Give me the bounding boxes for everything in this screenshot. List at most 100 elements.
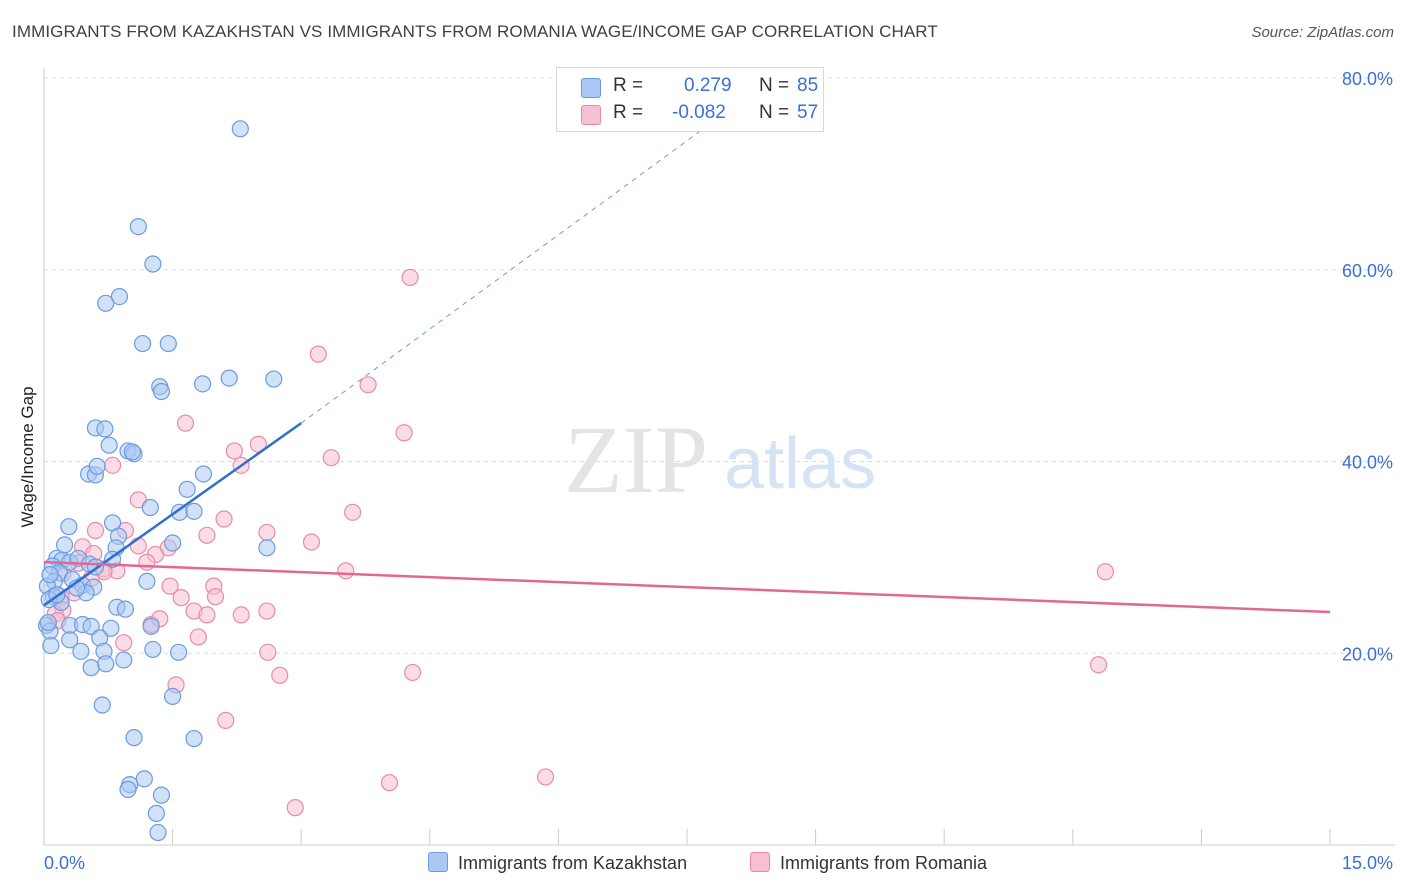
romania-point — [271, 666, 289, 684]
legend-item-romania: Immigrants from Romania — [750, 852, 987, 874]
kazakhstan-point — [164, 687, 182, 705]
romania-point — [138, 553, 156, 571]
kazakhstan-point — [115, 651, 133, 669]
kazakhstan-point — [185, 729, 203, 748]
romania-point — [206, 588, 225, 606]
kazakhstan-point — [41, 566, 59, 584]
kazakhstan-point — [135, 770, 153, 788]
kazakhstan-point — [93, 696, 111, 714]
watermark-atlas: atlas — [724, 424, 876, 504]
kazakhstan-point — [144, 640, 162, 659]
legend-r-label: R = — [613, 75, 644, 96]
romania-point — [198, 606, 216, 624]
kazakhstan-point — [194, 465, 213, 483]
kazakhstan-point — [152, 382, 171, 401]
y-axis-label: Wage/Income Gap — [18, 386, 37, 528]
kazakhstan-point — [125, 729, 143, 747]
kazakhstan-point — [88, 457, 106, 475]
kazakhstan-point — [123, 443, 141, 461]
legend-n-value: 57 — [797, 102, 819, 123]
romania-trend-line — [43, 560, 1331, 614]
kazakhstan-point — [100, 436, 118, 454]
romania-point — [129, 537, 147, 555]
kazakhstan-point — [220, 369, 238, 387]
axes — [43, 68, 1395, 846]
kazakhstan-point — [142, 617, 160, 636]
kazakhstan-point — [119, 780, 137, 798]
y-tick-label: 20.0% — [1342, 644, 1393, 664]
romania-point — [1089, 656, 1108, 674]
kazakhstan-point — [97, 294, 115, 312]
legend-item-kazakhstan: Immigrants from Kazakhstan — [428, 852, 687, 874]
kazakhstan-point — [116, 600, 135, 618]
kazakhstan-point — [72, 642, 90, 660]
x-tick-label: 15.0% — [1342, 853, 1393, 873]
romania-point — [258, 523, 276, 542]
kazakhstan-point — [144, 255, 162, 273]
kazakhstan-point — [42, 636, 60, 655]
series-romania-points — [46, 268, 1114, 817]
romania-point — [309, 345, 327, 363]
source-credit: Source: ZipAtlas.com — [1251, 24, 1394, 41]
kazakhstan-point — [170, 643, 188, 661]
legend-r-label: R = — [613, 102, 644, 123]
kazakhstan-point — [159, 334, 177, 353]
romania-point — [232, 606, 250, 624]
legend-swatch-blue — [581, 78, 601, 98]
trend-lines — [43, 77, 1331, 614]
kazakhstan-point — [258, 539, 276, 557]
romania-point — [198, 526, 216, 544]
romania-point — [286, 799, 304, 817]
legend-item-label: Immigrants from Kazakhstan — [458, 853, 688, 873]
romania-point — [217, 711, 235, 729]
kazakhstan-point — [129, 218, 147, 236]
kazakhstan-trend-line — [43, 422, 302, 607]
chart-title: IMMIGRANTS FROM KAZAKHSTAN VS IMMIGRANTS… — [12, 22, 938, 41]
kazakhstan-point — [61, 631, 79, 649]
kazakhstan-trend-extension — [300, 77, 774, 424]
watermark-zip: ZIP — [564, 406, 708, 513]
kazakhstan-point — [82, 659, 100, 677]
romania-point — [115, 634, 133, 652]
kazakhstan-point — [178, 480, 196, 498]
romania-point — [103, 456, 122, 474]
y-tick-label: 80.0% — [1342, 69, 1393, 89]
series-kazakhstan-points — [37, 120, 283, 842]
legend-n-label: N = — [759, 102, 790, 123]
kazakhstan-point — [97, 655, 115, 673]
romania-point — [225, 442, 243, 460]
kazakhstan-point — [265, 370, 283, 388]
kazakhstan-point — [110, 287, 129, 306]
legend-swatch-blue — [428, 852, 448, 872]
romania-point — [86, 521, 105, 540]
romania-point — [215, 510, 233, 528]
watermark: ZIP atlas — [564, 406, 876, 513]
kazakhstan-point — [102, 619, 120, 637]
kazakhstan-point — [194, 375, 212, 393]
kazakhstan-point — [82, 617, 100, 636]
romania-point — [380, 774, 399, 792]
kazakhstan-point — [39, 613, 57, 632]
kazakhstan-point — [164, 534, 182, 552]
legend-n-label: N = — [759, 75, 790, 96]
legend-r-value: 0.279 — [684, 75, 732, 96]
romania-point — [172, 589, 190, 607]
romania-point — [404, 663, 422, 682]
romania-point — [176, 414, 195, 432]
correlation-legend: R = 0.279 N = 85 R = -0.082 N = 57 — [556, 67, 824, 132]
romania-point — [344, 503, 362, 521]
kazakhstan-point — [60, 518, 78, 536]
legend-item-label: Immigrants from Romania — [780, 853, 988, 873]
legend-r-value: -0.082 — [672, 102, 726, 123]
romania-point — [189, 628, 207, 646]
romania-point — [395, 424, 413, 442]
romania-point — [1096, 563, 1114, 581]
kazakhstan-point — [231, 120, 249, 138]
romania-point — [322, 449, 340, 467]
y-tick-label: 40.0% — [1342, 453, 1393, 473]
y-tick-label: 60.0% — [1342, 261, 1393, 281]
legend-swatch-pink — [581, 105, 601, 125]
kazakhstan-point — [152, 786, 171, 804]
romania-point — [258, 602, 276, 620]
